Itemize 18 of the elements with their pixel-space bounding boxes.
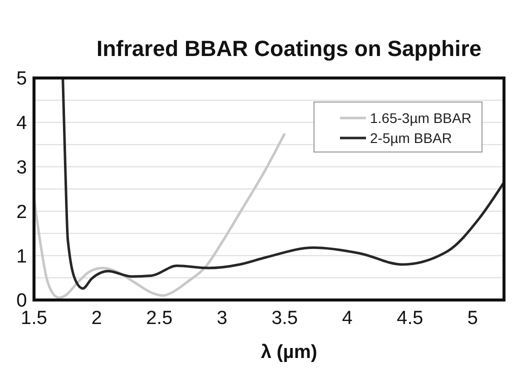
chart-title: Infrared BBAR Coatings on Sapphire — [96, 36, 482, 61]
y-tick-label: 5 — [16, 68, 27, 90]
y-tick-label: 1 — [16, 246, 27, 268]
line-series — [34, 132, 286, 300]
x-tick-label: 2 — [91, 308, 102, 329]
legend-label: 2-5µm BBAR — [370, 130, 452, 146]
x-tick-label: 4.5 — [396, 308, 424, 329]
y-tick-label: 4 — [16, 113, 28, 134]
y-tick-label: 3 — [16, 157, 27, 178]
x-tick-label: 2.5 — [146, 308, 173, 329]
x-tick-label: 4 — [342, 308, 354, 329]
line-series — [62, 78, 504, 290]
legend-label: 1.65-3µm BBAR — [370, 110, 472, 126]
x-tick-label: 3 — [216, 308, 228, 329]
y-tick-label: 2 — [16, 202, 27, 223]
x-tick-label: 5 — [467, 308, 478, 329]
x-tick-label: 3.5 — [271, 308, 298, 329]
x-axis-title: λ (µm) — [260, 342, 318, 363]
